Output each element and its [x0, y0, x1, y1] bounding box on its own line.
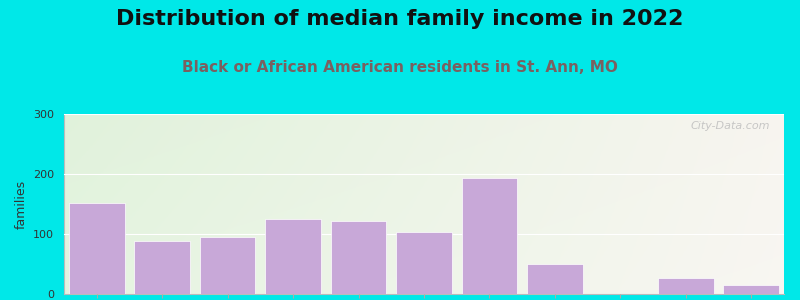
- Bar: [200, 237, 255, 294]
- Bar: [69, 203, 125, 294]
- Bar: [134, 241, 190, 294]
- Bar: [527, 264, 582, 294]
- Bar: [330, 221, 386, 294]
- Bar: [462, 178, 518, 294]
- Bar: [723, 285, 779, 294]
- Bar: [658, 278, 714, 294]
- Text: Black or African American residents in St. Ann, MO: Black or African American residents in S…: [182, 60, 618, 75]
- Y-axis label: families: families: [14, 179, 27, 229]
- Text: City-Data.com: City-Data.com: [690, 121, 770, 131]
- Bar: [266, 219, 321, 294]
- Bar: [396, 232, 452, 294]
- Text: Distribution of median family income in 2022: Distribution of median family income in …: [116, 9, 684, 29]
